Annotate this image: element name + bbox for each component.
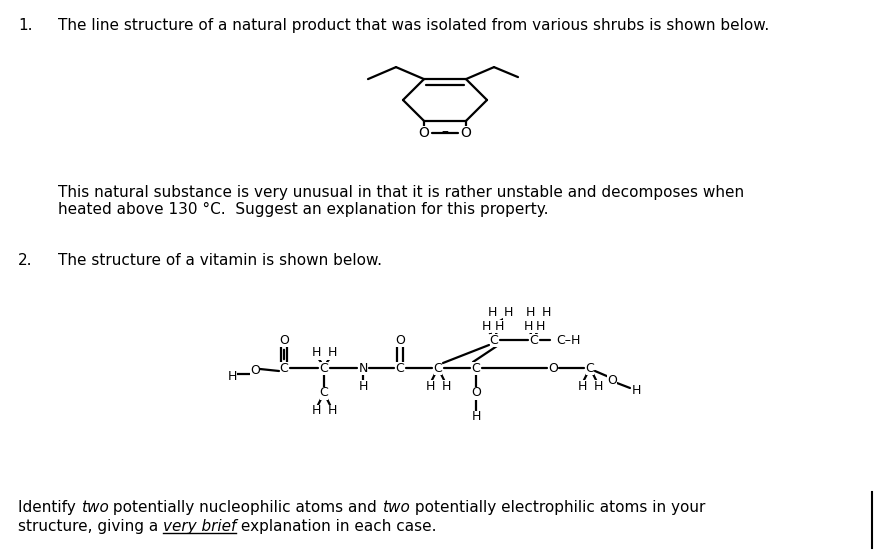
Text: C: C xyxy=(279,361,288,374)
Text: structure, giving a: structure, giving a xyxy=(18,519,163,534)
Text: The structure of a vitamin is shown below.: The structure of a vitamin is shown belo… xyxy=(58,253,381,268)
Text: C: C xyxy=(319,387,328,399)
Text: H: H xyxy=(227,369,237,383)
Text: C: C xyxy=(433,361,442,374)
Text: C: C xyxy=(529,334,538,346)
Text: H: H xyxy=(358,379,367,393)
Text: 2.: 2. xyxy=(18,253,32,268)
Text: H: H xyxy=(471,411,480,423)
Text: two: two xyxy=(81,500,109,515)
Text: O: O xyxy=(250,364,260,378)
Text: C: C xyxy=(489,334,498,346)
Text: H: H xyxy=(494,320,503,333)
Text: O: O xyxy=(606,374,617,387)
Text: H: H xyxy=(503,306,512,320)
Text: C: C xyxy=(471,361,480,374)
Text: O: O xyxy=(418,126,429,140)
Text: The line structure of a natural product that was isolated from various shrubs is: The line structure of a natural product … xyxy=(58,18,768,33)
Text: H: H xyxy=(631,384,640,397)
Text: potentially electrophilic atoms in your: potentially electrophilic atoms in your xyxy=(410,500,704,515)
Text: 1.: 1. xyxy=(18,18,32,33)
Text: Identify: Identify xyxy=(18,500,81,515)
Text: –: – xyxy=(441,126,448,140)
Text: O: O xyxy=(395,334,404,346)
Text: H: H xyxy=(487,306,496,320)
Text: O: O xyxy=(471,387,481,399)
Text: O: O xyxy=(279,334,289,346)
Text: two: two xyxy=(381,500,410,515)
Text: H: H xyxy=(441,379,450,393)
Text: C: C xyxy=(396,361,404,374)
Text: C–H: C–H xyxy=(555,334,580,346)
Text: explanation in each case.: explanation in each case. xyxy=(236,519,437,534)
Text: H: H xyxy=(523,320,532,333)
Text: C: C xyxy=(319,361,328,374)
Text: H: H xyxy=(535,320,544,333)
Text: O: O xyxy=(460,126,471,140)
Text: very brief: very brief xyxy=(163,519,236,534)
Text: H: H xyxy=(311,346,320,359)
Text: H: H xyxy=(311,404,320,418)
Text: heated above 130 °C.  Suggest an explanation for this property.: heated above 130 °C. Suggest an explanat… xyxy=(58,202,548,217)
Text: H: H xyxy=(327,404,336,418)
Text: H: H xyxy=(424,379,434,393)
Text: H: H xyxy=(577,379,586,393)
Text: C: C xyxy=(585,361,594,374)
Text: H: H xyxy=(524,306,534,320)
Text: N: N xyxy=(358,361,367,374)
Text: This natural substance is very unusual in that it is rather unstable and decompo: This natural substance is very unusual i… xyxy=(58,185,744,200)
Text: potentially nucleophilic atoms and: potentially nucleophilic atoms and xyxy=(109,500,381,515)
Text: H: H xyxy=(593,379,602,393)
Text: H: H xyxy=(541,306,550,320)
Text: H: H xyxy=(327,346,336,359)
Text: H: H xyxy=(481,320,490,333)
Text: O: O xyxy=(547,361,557,374)
